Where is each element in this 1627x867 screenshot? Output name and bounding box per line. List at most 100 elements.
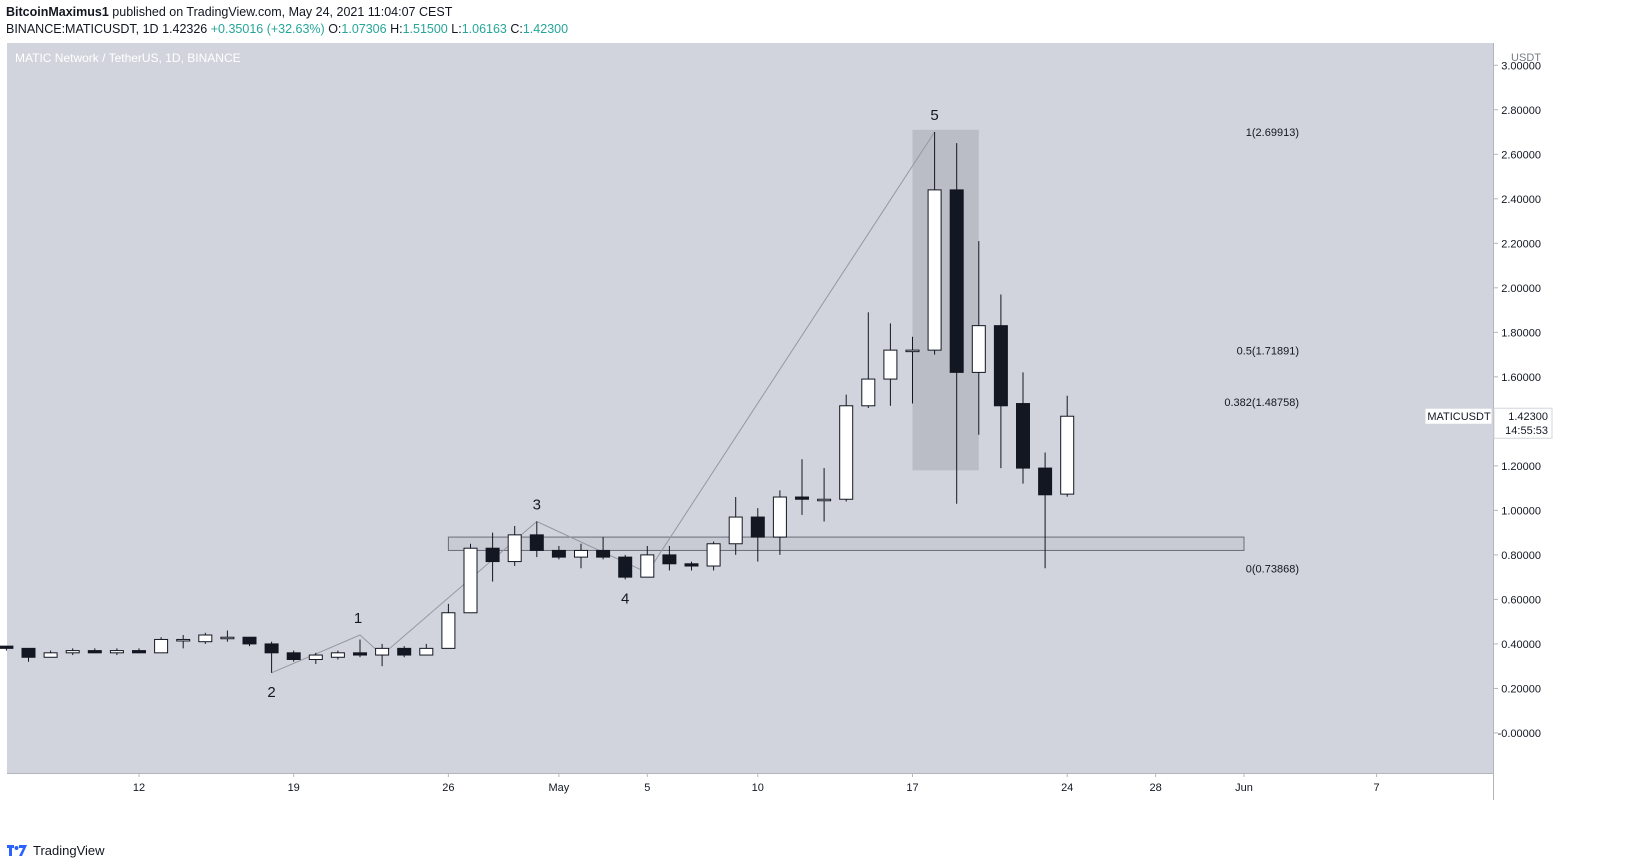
candle [353,639,367,658]
x-tick-label: 19 [288,782,300,794]
candle [485,532,500,582]
close-value: 1.42300 [522,22,569,36]
bull-candle-body [861,378,876,407]
bull-candle-body [706,543,721,567]
price-tag [1493,407,1553,439]
high-value: 1.51500 [402,22,448,36]
candle [684,561,699,571]
x-tick-label: 26 [442,782,454,794]
candle [43,650,58,658]
wave-label-1: 1 [354,610,362,627]
candle [397,646,412,658]
candle [861,312,876,408]
y-tick-label: 3.00000 [1501,60,1541,72]
fib-level-label: 0(0.73868) [1246,564,1299,576]
bull-candle-body [330,652,345,658]
bull-candle-body [927,189,942,351]
candle [198,632,213,644]
fib-level-label: 0.5(1.71891) [1237,345,1299,357]
author-name[interactable]: BitcoinMaximus1 [6,5,109,19]
bull-candle-body [971,325,986,373]
fib-level-label: 1(2.69913) [1246,127,1299,139]
bear-candle-body [242,636,257,645]
publish-info: BitcoinMaximus1 published on TradingView… [6,5,452,19]
candle [375,643,390,667]
bear-candle-body [132,650,146,654]
candle [308,652,323,664]
wave-label-3: 3 [533,497,541,514]
symbol-tag [1424,407,1493,425]
price-chart[interactable]: MATIC Network / TetherUS, 1D, BINANCE USD… [0,40,1627,836]
price-tag-value: 1.42300 [1508,411,1548,423]
candle [87,648,102,654]
candle [264,641,279,673]
x-tick-label: 7 [1374,782,1380,794]
footer-brand[interactable]: TradingView [33,843,105,858]
ohlc-legend: BINANCE:MATICUSDT, 1D 1.42326 +0.35016 (… [6,22,568,36]
bull-candle-body [375,647,390,656]
support-zone [447,536,1245,551]
candle [132,648,146,654]
bear-candle-body [286,652,301,660]
wave-label-2: 2 [267,684,275,701]
x-tick-label: 17 [906,782,918,794]
candle [949,143,964,504]
bull-candle-body [419,647,434,656]
bull-candle-body [65,650,80,654]
bull-candle-body [507,534,522,563]
candle [176,635,191,649]
bear-candle-body [485,547,500,563]
bear-candle-body [353,652,367,656]
bear-candle-body [949,189,964,373]
candle [662,545,677,571]
candle [441,603,456,649]
bear-candle-body [618,556,633,578]
wave-label-5: 5 [930,107,938,124]
bull-candle-body [43,652,58,658]
candle [154,637,169,654]
candle [883,323,898,406]
low-value: 1.06163 [461,22,507,36]
tradingview-logo-icon [7,845,27,856]
candle [1038,452,1053,569]
bear-candle-body [684,563,699,567]
candle [574,543,588,569]
bear-candle-body [1038,467,1053,496]
elliott-wave-line [271,131,936,674]
candle [1016,372,1030,484]
x-tick-label: 24 [1061,782,1073,794]
candle [65,648,80,656]
candle [795,459,809,515]
low-label: L: [451,22,462,36]
bull-candle-body [154,638,169,654]
bear-candle-body [750,516,765,538]
publish-text: published on TradingView.com, May 24, 20… [112,5,453,19]
x-tick-label: 12 [133,782,145,794]
bull-candle-body [109,650,124,654]
candle [330,650,345,660]
close-label: C: [510,22,523,36]
bull-candle-body [883,349,898,380]
open-value: 1.07306 [341,22,387,36]
bear-candle-body [551,549,566,558]
bull-candle-body [176,638,191,642]
bear-candle-body [529,534,544,551]
bull-candle-body [817,498,832,502]
candle [993,294,1008,469]
fib-level-label: 0.382(1.48758) [1224,397,1299,409]
bull-candle-body [220,636,235,640]
bull-candle-body [441,612,456,649]
y-tick-label: 1.20000 [1501,461,1541,473]
candle [286,650,301,662]
x-tick-label: 5 [644,782,650,794]
x-tick-label: May [549,782,570,794]
bull-candle-body [728,516,743,545]
candle [817,468,832,522]
candle [242,636,257,647]
x-tick-label: 28 [1149,782,1161,794]
y-tick-label: 0.20000 [1501,683,1541,695]
candle [551,545,566,560]
y-tick-label: 0.80000 [1501,550,1541,562]
bear-candle-body [596,549,611,558]
bear-candle-body [0,645,14,649]
